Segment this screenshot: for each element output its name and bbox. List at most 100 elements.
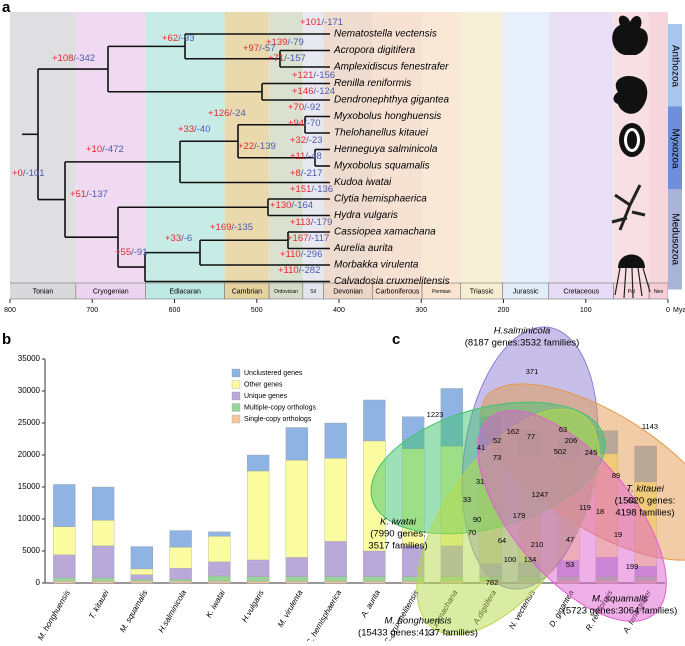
bar-segment [91,486,115,521]
bar-segment [91,545,115,579]
gain: +10 [86,144,102,155]
gain-loss-label: +33/-40 [178,124,211,135]
species-label: Kudoa iwatai [334,177,392,188]
loss: /-296 [301,249,323,260]
legend-swatch [231,414,241,424]
period-band [502,12,549,283]
period-band [269,12,303,283]
bar-segment [53,484,76,527]
gain: +110 [280,249,301,260]
venn-count: 19 [614,530,622,539]
bar-segment [208,575,231,582]
clade-bar [668,24,682,108]
bar-segment [208,561,231,577]
venn-count: 1223 [427,410,444,419]
venn-count: 206 [565,436,578,445]
period-label: Ediacaran [169,288,201,295]
venn-set-detail: (15433 genes:4137 families) [358,628,478,639]
gain: +113 [290,217,311,228]
bar-segment [324,576,347,582]
gain: +32 [290,135,306,146]
x-tick-label: 300 [415,307,427,314]
venn-set-detail: 3517 families) [368,541,427,552]
gain: +55 [115,247,131,258]
venn-count: 47 [566,535,574,544]
bar-segment [91,577,115,582]
clade-bar [668,106,682,191]
species-label: Myxobolus honghuensis [334,111,441,122]
species-label: Calvadosia cruxmelitensis [334,276,450,287]
gain: +110 [278,265,299,276]
x-tick-label: 600 [169,307,181,314]
gain-loss-label: +51/-137 [70,189,108,200]
legend-swatch [231,403,241,412]
loss: /-48 [305,151,321,162]
period-label: Devonian [333,288,363,295]
gain: +22 [238,141,254,152]
venn-count: 63 [559,425,567,434]
venn-count: 64 [498,536,506,545]
gain-loss-label: +113/-179 [290,217,332,228]
loss: /-171 [321,17,343,28]
venn-set-detail: (7990 genes: [370,529,425,540]
venn-count: 245 [585,448,598,457]
venn-count: 502 [554,447,567,456]
loss: /-6 [181,233,192,244]
x-tick-label: C. hemisphaerica [304,588,343,641]
bar-segment [246,580,270,584]
period-label: Jurassic [513,288,539,295]
bar-segment [53,526,76,555]
venn-count: 134 [524,555,537,564]
species-label: Dendronephthya gigantea [334,95,450,106]
y-tick-label: 20000 [18,450,41,459]
period-label: Cretaceous [563,288,599,295]
legend-label: Unclustered genes [244,370,303,377]
x-tick-label: 200 [498,307,510,314]
bar-segment [246,470,270,561]
bar-segment [169,580,192,584]
bar-segment [208,536,231,563]
x-tick-label: 700 [86,307,98,314]
venn-count: 31 [476,477,484,486]
bar-segment [130,574,154,580]
venn-set-detail: (8187 genes:3532 families) [465,338,580,349]
loss: /-179 [311,217,333,228]
period-label: Triassic [470,288,494,295]
venn-count: 77 [527,432,535,441]
gain-loss-label: +169/-135 [210,222,253,233]
y-tick-label: 15000 [18,482,41,491]
x-tick-label: 100 [580,307,592,314]
panel-label: b [2,331,11,348]
period-band [649,12,668,283]
bar-segment [130,568,154,575]
x-tick-label: 0 [666,307,670,314]
gain: +167 [287,233,308,244]
legend-swatch [231,368,241,378]
gain: +33 [178,124,194,135]
loss: /-70 [304,118,320,129]
loss: /-24 [229,108,245,119]
bar-segment [324,422,347,459]
gain: +62 [162,33,178,44]
venn-count: 119 [579,503,591,512]
bar-segment [363,550,386,577]
gain-loss-label: +167/-117 [287,233,329,244]
venn-count: 371 [526,367,539,376]
gain-loss-label: +94/-70 [288,118,321,129]
venn-count: 210 [531,540,544,549]
bar-segment [246,576,270,582]
gain-loss-label: +22/-139 [238,141,276,152]
legend-label: Unique genes [244,393,288,400]
x-tick-label: M. virulenta [276,588,305,629]
clade-bar [668,189,682,290]
bar-segment [246,454,270,472]
venn-count: 89 [612,471,620,480]
period-band [372,12,423,283]
venn-count: 33 [463,495,471,504]
species-label: Morbakka virulenta [334,260,419,271]
venn-count: 199 [626,562,639,571]
venn-count: 162 [507,427,520,436]
loss: /-124 [313,86,335,97]
y-tick-label: 35000 [18,354,41,363]
